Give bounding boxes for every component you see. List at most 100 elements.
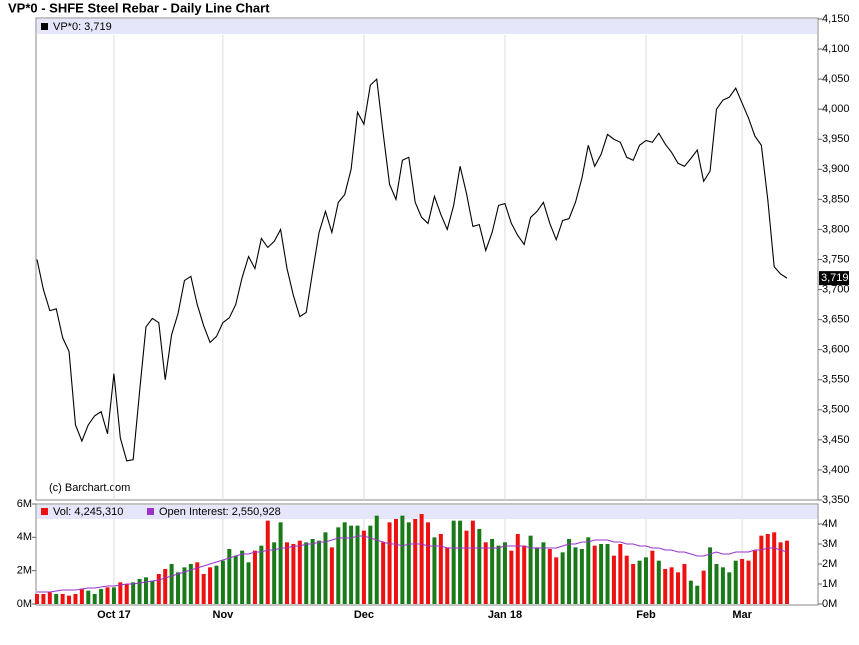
volume-bar <box>86 590 91 604</box>
volume-legend-strip <box>37 505 817 519</box>
volume-bar <box>778 542 783 604</box>
volume-bar <box>47 592 52 604</box>
volume-bar <box>150 580 155 604</box>
volume-bar <box>624 555 629 604</box>
volume-bar <box>201 574 206 604</box>
volume-bar <box>682 564 687 604</box>
volume-bar <box>695 585 700 604</box>
volume-bar <box>656 560 661 604</box>
y-tick-label: 4,000 <box>822 103 850 115</box>
volume-bar <box>605 544 610 604</box>
y-tick-label: 3,950 <box>822 133 850 145</box>
volume-bar <box>631 564 636 604</box>
volume-bar <box>310 539 315 604</box>
volume-bar <box>746 560 751 604</box>
volume-bar <box>560 552 565 604</box>
volume-bar <box>227 549 232 604</box>
volume-bar <box>515 534 520 604</box>
y-tick-label: 3,550 <box>822 374 850 386</box>
volume-bar <box>79 589 84 604</box>
y-tick-label: 4,100 <box>822 43 850 55</box>
volume-bar <box>105 587 110 604</box>
y-tick-label: 4,050 <box>822 73 850 85</box>
y-tick-label: 3,450 <box>822 434 850 446</box>
volume-bar <box>688 580 693 604</box>
volume-bar <box>233 555 238 604</box>
x-tick-label: Feb <box>636 609 656 621</box>
volume-bar <box>329 547 334 604</box>
volume-bar <box>143 577 148 604</box>
volume-bar <box>156 574 161 604</box>
oi-tick-label: 0M <box>822 598 837 610</box>
volume-bar <box>374 515 379 604</box>
volume-bar <box>317 540 322 604</box>
volume-bar <box>599 544 604 604</box>
oi-tick-label: 3M <box>822 538 837 550</box>
volume-bar <box>579 549 584 604</box>
volume-bar <box>137 579 142 604</box>
volume-bar <box>169 564 174 604</box>
volume-bar <box>361 530 366 604</box>
volume-bar <box>592 545 597 604</box>
volume-bar <box>528 535 533 604</box>
x-tick-label: Mar <box>732 609 752 621</box>
volume-bar <box>208 567 213 604</box>
volume-bar <box>567 539 572 604</box>
volume-bar <box>438 534 443 604</box>
volume-bar <box>240 550 245 604</box>
x-tick-label: Dec <box>354 609 374 621</box>
volume-bar <box>643 557 648 604</box>
volume-bar <box>355 525 360 604</box>
volume-bar <box>669 567 674 604</box>
chart-title: VP*0 - SHFE Steel Rebar - Daily Line Cha… <box>8 0 270 15</box>
volume-bar <box>342 522 347 604</box>
volume-bar <box>650 550 655 604</box>
volume-bar <box>54 594 59 604</box>
volume-bar <box>285 542 289 604</box>
volume-bar <box>432 537 437 604</box>
volume-bar <box>547 549 552 604</box>
volume-swatch <box>41 508 48 515</box>
volume-bar <box>304 542 309 604</box>
volume-bar <box>291 544 296 604</box>
volume-bar <box>67 595 72 604</box>
volume-bar <box>35 594 39 604</box>
oi-tick-label: 4M <box>822 518 837 530</box>
volume-bar <box>182 567 187 604</box>
volume-bar <box>573 547 578 604</box>
volume-bar <box>220 560 225 604</box>
volume-bar <box>483 542 488 604</box>
volume-bar <box>477 529 482 604</box>
volume-tick-label: 0M <box>17 598 32 610</box>
volume-bar <box>701 570 706 604</box>
volume-bar <box>458 520 463 604</box>
volume-bar <box>618 544 623 604</box>
y-tick-label: 4,150 <box>822 13 850 25</box>
volume-bar <box>60 594 65 604</box>
last-price-box <box>819 271 849 286</box>
volume-bar <box>188 564 193 604</box>
volume-bar <box>522 545 527 604</box>
y-tick-label: 3,750 <box>822 253 850 265</box>
volume-tick-label: 4M <box>17 531 32 543</box>
volume-bar <box>252 550 257 604</box>
y-tick-label: 3,600 <box>822 344 850 356</box>
legend-label: VP*0: 3,719 <box>53 21 112 33</box>
oi-tick-label: 1M <box>822 578 837 590</box>
volume-bar <box>393 519 398 604</box>
volume-bar <box>73 594 78 604</box>
volume-bar <box>41 594 46 604</box>
volume-legend-label: Vol: 4,245,310 <box>53 506 123 518</box>
volume-bar <box>368 525 373 604</box>
volume-bar <box>541 542 546 604</box>
oi-swatch <box>147 508 154 515</box>
legend-swatch <box>41 23 48 30</box>
volume-bar <box>554 557 559 604</box>
volume-bar <box>176 572 181 604</box>
volume-bar <box>259 545 264 604</box>
legend-strip <box>37 19 817 34</box>
volume-bar <box>708 547 713 604</box>
volume-bar <box>445 547 450 604</box>
volume-bar <box>419 514 424 604</box>
